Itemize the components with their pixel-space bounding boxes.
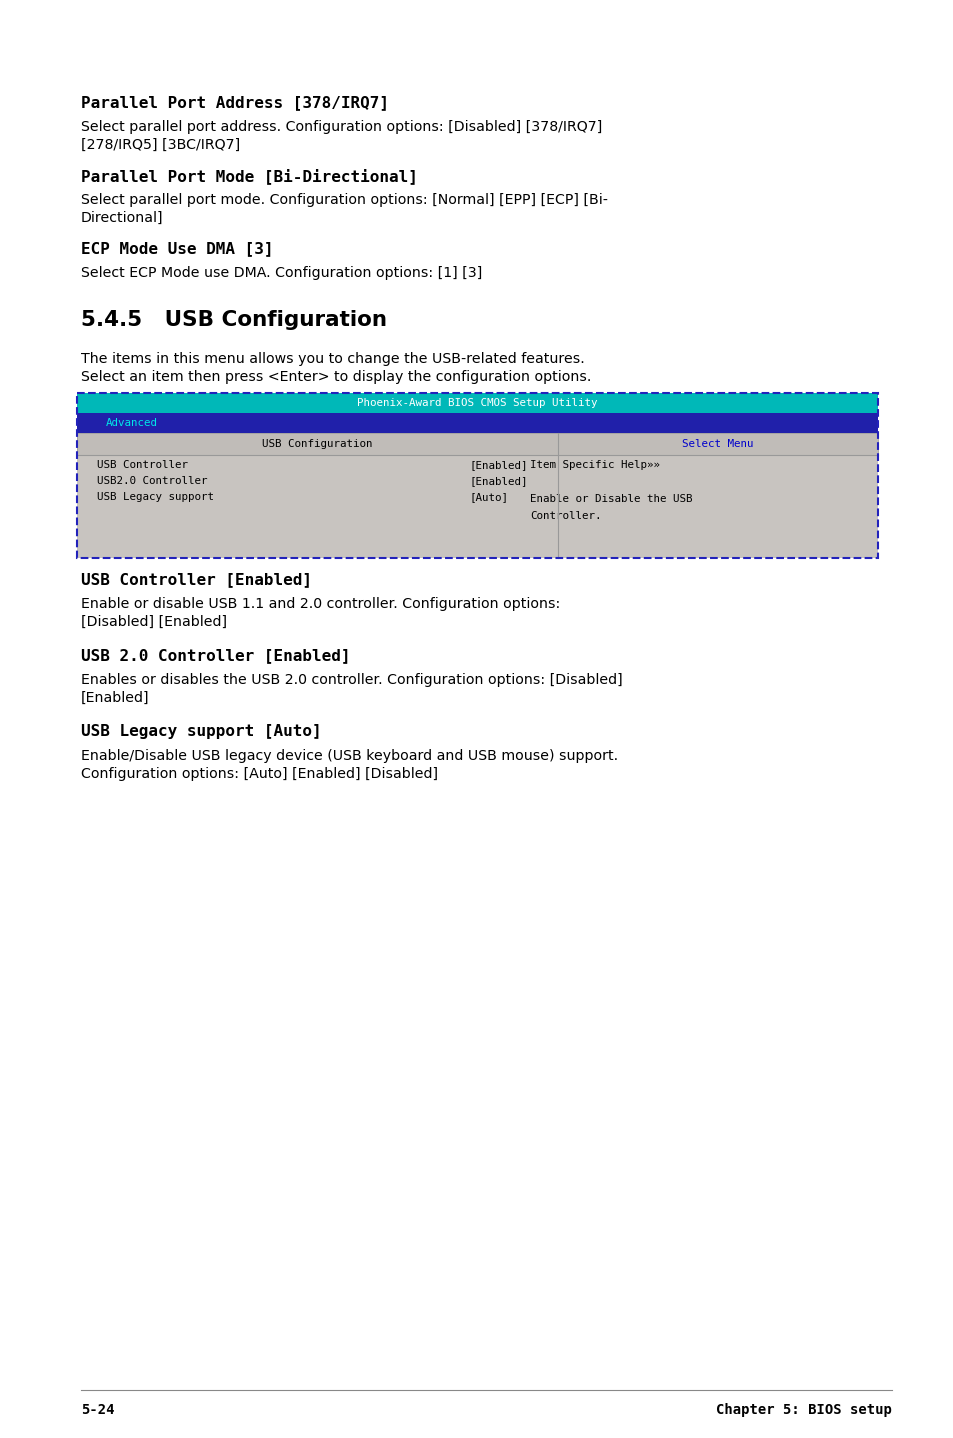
Text: [Enabled]: [Enabled] — [81, 692, 150, 705]
Text: Select an item then press <Enter> to display the configuration options.: Select an item then press <Enter> to dis… — [81, 370, 591, 384]
Text: [Enabled]: [Enabled] — [470, 460, 528, 470]
Text: USB Configuration: USB Configuration — [262, 439, 373, 449]
Bar — [77, 433, 877, 558]
Text: Item Specific Help»»: Item Specific Help»» — [530, 460, 659, 470]
Text: Advanced: Advanced — [106, 418, 158, 429]
Text: The items in this menu allows you to change the USB-related features.: The items in this menu allows you to cha… — [81, 352, 584, 367]
Text: Select Menu: Select Menu — [681, 439, 753, 449]
Text: USB Controller: USB Controller — [97, 460, 188, 470]
Text: ECP Mode Use DMA [3]: ECP Mode Use DMA [3] — [81, 242, 274, 256]
Bar — [77, 393, 877, 413]
Text: [Enabled]: [Enabled] — [470, 476, 528, 486]
Text: [278/IRQ5] [3BC/IRQ7]: [278/IRQ5] [3BC/IRQ7] — [81, 138, 240, 152]
Text: Select ECP Mode use DMA. Configuration options: [1] [3]: Select ECP Mode use DMA. Configuration o… — [81, 266, 482, 280]
Text: Select parallel port mode. Configuration options: [Normal] [EPP] [ECP] [Bi-: Select parallel port mode. Configuration… — [81, 193, 607, 207]
Text: Select parallel port address. Configuration options: [Disabled] [378/IRQ7]: Select parallel port address. Configurat… — [81, 119, 601, 134]
Text: 5.4.5   USB Configuration: 5.4.5 USB Configuration — [81, 311, 387, 329]
Text: Directional]: Directional] — [81, 211, 163, 224]
Text: USB2.0 Controller: USB2.0 Controller — [97, 476, 208, 486]
Text: Chapter 5: BIOS setup: Chapter 5: BIOS setup — [716, 1403, 891, 1416]
Text: Enable/Disable USB legacy device (USB keyboard and USB mouse) support.: Enable/Disable USB legacy device (USB ke… — [81, 749, 618, 764]
Bar — [557, 433, 877, 454]
Bar — [87, 413, 177, 433]
Text: [Auto]: [Auto] — [470, 492, 509, 502]
Text: Controller.: Controller. — [530, 510, 601, 521]
Text: Phoenix-Award BIOS CMOS Setup Utility: Phoenix-Award BIOS CMOS Setup Utility — [356, 398, 598, 408]
Text: Enables or disables the USB 2.0 controller. Configuration options: [Disabled]: Enables or disables the USB 2.0 controll… — [81, 673, 622, 687]
Text: USB Legacy support [Auto]: USB Legacy support [Auto] — [81, 723, 321, 739]
Text: Enable or disable USB 1.1 and 2.0 controller. Configuration options:: Enable or disable USB 1.1 and 2.0 contro… — [81, 597, 559, 611]
Text: Parallel Port Address [378/IRQ7]: Parallel Port Address [378/IRQ7] — [81, 95, 389, 109]
Text: 5-24: 5-24 — [81, 1403, 114, 1416]
Bar — [77, 393, 877, 558]
Text: Enable or Disable the USB: Enable or Disable the USB — [530, 495, 692, 503]
Text: Parallel Port Mode [Bi-Directional]: Parallel Port Mode [Bi-Directional] — [81, 168, 417, 184]
Bar — [77, 413, 877, 433]
Text: USB 2.0 Controller [Enabled]: USB 2.0 Controller [Enabled] — [81, 649, 350, 663]
Bar — [77, 433, 557, 454]
Text: USB Legacy support: USB Legacy support — [97, 492, 213, 502]
Text: USB Controller [Enabled]: USB Controller [Enabled] — [81, 572, 312, 587]
Text: [Disabled] [Enabled]: [Disabled] [Enabled] — [81, 615, 227, 628]
Text: Configuration options: [Auto] [Enabled] [Disabled]: Configuration options: [Auto] [Enabled] … — [81, 766, 437, 781]
